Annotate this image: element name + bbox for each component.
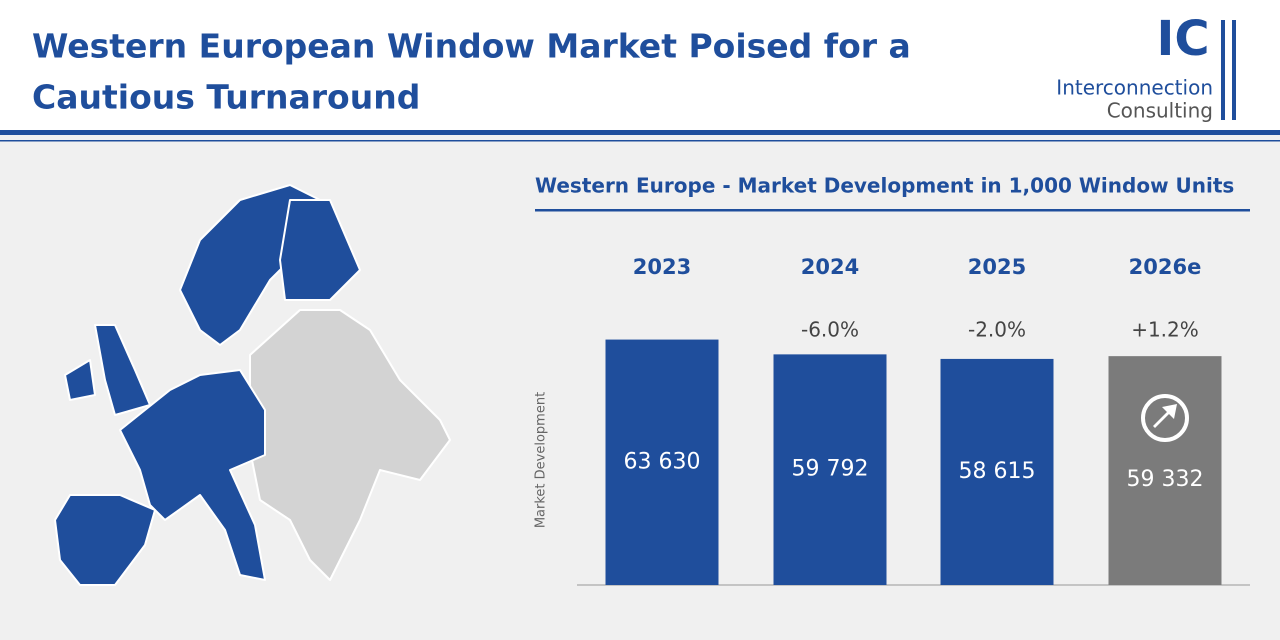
page-title: Western European Window Market Poised fo…: [32, 27, 911, 66]
value-label: 59 792: [792, 457, 869, 482]
chart-title-rule: [535, 209, 1250, 212]
map-region: [249, 309, 451, 581]
value-label: 58 615: [959, 459, 1036, 484]
header-rule-thin: [0, 140, 1280, 142]
bar: [605, 339, 719, 585]
value-label: 63 630: [624, 449, 701, 474]
trend-icon: [1141, 394, 1189, 442]
europe-map: [54, 184, 451, 586]
logo-bar: [1232, 20, 1236, 120]
bar: [940, 358, 1054, 585]
x-tick-label: 2026e: [1129, 255, 1202, 279]
trend-icon: [1153, 404, 1177, 428]
x-tick-label: 2024: [801, 255, 859, 279]
logo-bar: [1221, 20, 1225, 120]
map-region: [279, 199, 361, 301]
map-region: [119, 369, 266, 581]
x-tick-label: 2025: [968, 255, 1026, 279]
change-label: -2.0%: [968, 318, 1026, 342]
y-axis-label: Market Development: [534, 392, 549, 528]
logo-line: Consulting: [1107, 99, 1213, 123]
logo-line: Interconnection: [1056, 76, 1213, 100]
page-title: Cautious Turnaround: [32, 78, 420, 117]
header-bg: [0, 0, 1280, 132]
change-label: +1.2%: [1131, 318, 1199, 342]
value-label: 59 332: [1127, 467, 1204, 492]
x-tick-label: 2023: [633, 255, 691, 279]
bar: [773, 354, 887, 585]
map-region: [54, 494, 156, 586]
map-region: [64, 359, 96, 401]
chart-title: Western Europe - Market Development in 1…: [535, 174, 1234, 198]
logo-mark: IC: [1156, 11, 1209, 67]
header-rule: [0, 130, 1280, 135]
change-label: -6.0%: [801, 318, 859, 342]
